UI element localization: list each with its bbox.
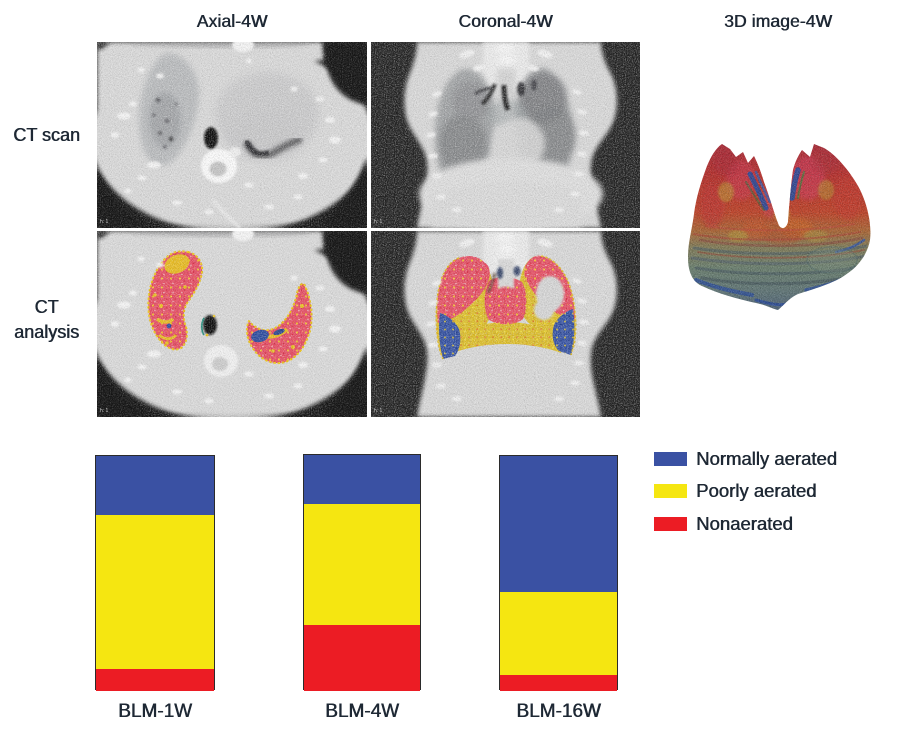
svg-text:h: 1: h: 1 [374,219,383,225]
svg-text:h: 1: h: 1 [100,219,109,225]
svg-text:h: 1: h: 1 [374,408,383,414]
svg-text:h: 1: h: 1 [100,408,109,414]
